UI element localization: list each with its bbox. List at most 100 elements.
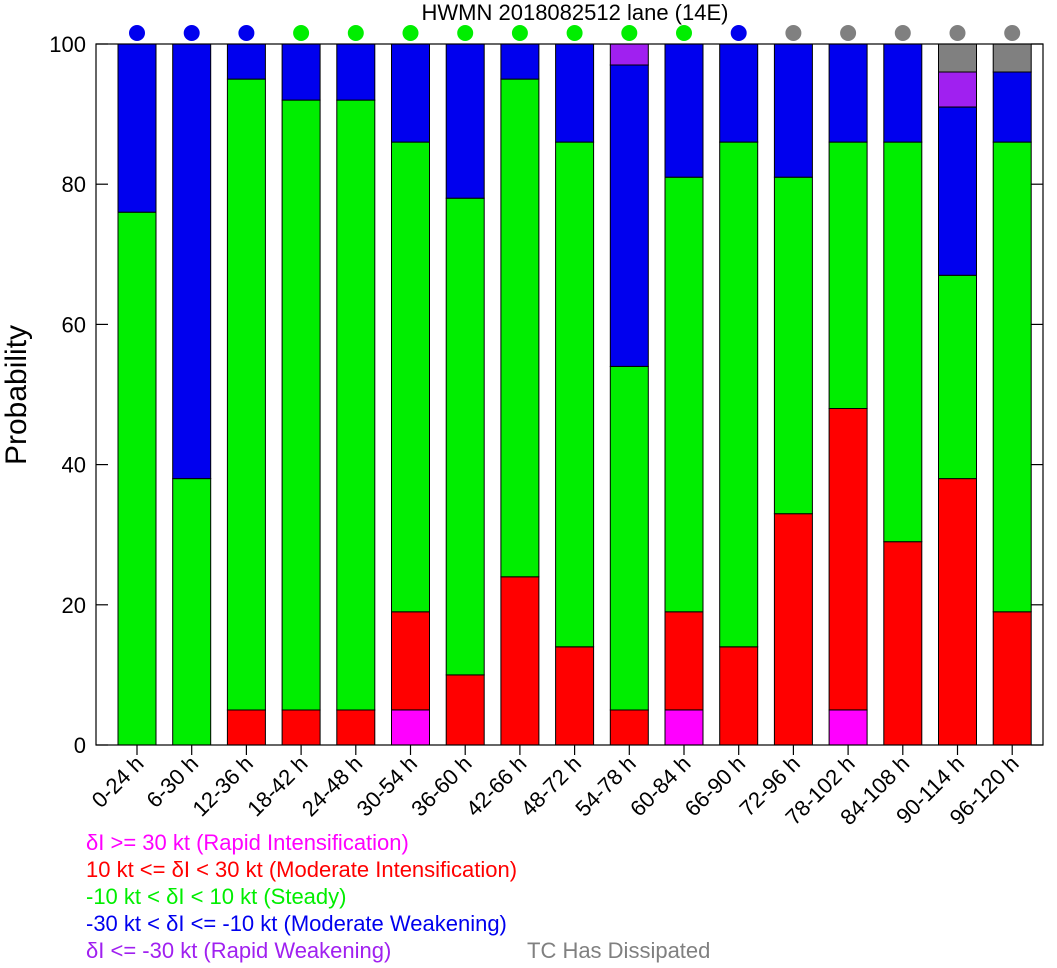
bar-segment-mw <box>281 43 321 101</box>
y-tick-label: 0 <box>74 733 86 758</box>
bar-segment-mi <box>992 611 1032 746</box>
bar-segment-steady <box>336 99 376 711</box>
bar-segment-mw <box>609 64 649 367</box>
bar-segment-mw <box>992 71 1032 143</box>
legend-rapid-intensification: δI >= 30 kt (Rapid Intensification) <box>86 830 409 855</box>
x-tick-label: 42-66 h <box>461 751 531 821</box>
category-dot <box>566 25 583 41</box>
bar-segment-mw <box>391 43 430 143</box>
y-tick-label: 40 <box>62 453 86 478</box>
bar-segment-mi <box>500 576 540 746</box>
category-dot <box>1004 25 1021 41</box>
x-tick-label: 60-84 h <box>625 751 695 821</box>
bar-segment-mi <box>609 709 649 746</box>
category-dot <box>293 25 310 41</box>
x-tick-label: 54-78 h <box>570 751 640 821</box>
category-dots-group <box>129 25 1021 41</box>
bar-segment-mi <box>555 646 595 746</box>
bar-segment-steady <box>117 211 157 746</box>
bar-segment-mw <box>226 43 266 80</box>
bar-segment-ri <box>828 709 868 746</box>
x-tick-label: 48-72 h <box>516 751 586 821</box>
bar-segment-mi <box>938 478 977 746</box>
category-dot <box>840 25 857 41</box>
category-dot <box>129 25 145 41</box>
bar-segment-mw <box>555 43 595 143</box>
bar-segment-steady <box>883 141 923 543</box>
category-dot <box>949 25 966 41</box>
plot-frame <box>95 43 1044 746</box>
bar-segment-rw <box>609 43 649 66</box>
bar-segment-mi <box>828 408 868 711</box>
bar-segment-steady <box>281 99 321 711</box>
y-tick-label: 20 <box>62 593 86 618</box>
category-dot <box>730 25 747 41</box>
bar-segment-steady <box>664 176 704 613</box>
legend-rapid-weakening: δI <= -30 kt (Rapid Weakening) <box>86 938 391 963</box>
bar-segment-mw <box>773 43 813 178</box>
category-dot <box>785 25 802 41</box>
bar-segment-mi <box>281 709 321 746</box>
bar-segment-dissipated <box>992 43 1032 73</box>
category-dot <box>676 25 692 41</box>
x-tick-label: 66-90 h <box>680 751 750 821</box>
x-tick-label: 12-36 h <box>187 751 257 821</box>
legend-moderate-weakening: -30 kt < δI <= -10 kt (Moderate Weakenin… <box>86 911 507 936</box>
x-tick-labels: 0-24 h6-30 h12-36 h18-42 h24-48 h30-54 h… <box>87 751 1024 830</box>
bar-segment-steady <box>938 274 977 480</box>
bar-segment-steady <box>500 78 540 578</box>
bar-segment-mi <box>664 611 704 711</box>
y-axis-label: Probability <box>0 325 33 465</box>
bar-segment-steady <box>445 197 485 676</box>
bar-segment-mi <box>883 541 923 746</box>
category-dot <box>347 25 364 41</box>
chart-title: HWMN 2018082512 lane (14E) <box>422 0 729 25</box>
bar-segment-mw <box>117 43 157 213</box>
bar-segment-mw <box>828 43 868 143</box>
category-dot <box>457 25 474 41</box>
bar-segment-ri <box>664 709 704 746</box>
bar-segment-ri <box>391 709 430 746</box>
bar-segment-mi <box>336 709 376 746</box>
category-dot <box>238 25 255 41</box>
x-tick-label: 24-48 h <box>297 751 367 821</box>
category-dot <box>402 25 419 41</box>
y-tick-label: 80 <box>62 172 86 197</box>
bar-segment-mw <box>500 43 540 80</box>
bar-segment-mw <box>719 43 759 143</box>
bar-segment-mw <box>172 43 212 480</box>
bar-segment-steady <box>828 141 868 409</box>
axes-group <box>95 43 1044 755</box>
bar-segment-steady <box>773 176 813 515</box>
bar-segment-mw <box>336 43 376 101</box>
y-tick-label: 100 <box>49 32 86 57</box>
x-tick-label: 18-42 h <box>242 751 312 821</box>
bar-segment-mi <box>391 611 430 711</box>
bar-segment-dissipated <box>938 43 977 73</box>
category-dot <box>511 25 528 41</box>
bar-segment-steady <box>226 78 266 711</box>
bar-segment-mw <box>664 43 704 178</box>
x-tick-label: 36-60 h <box>406 751 476 821</box>
bar-segment-mw <box>938 106 977 276</box>
bars-group <box>117 43 1032 746</box>
bar-segment-mw <box>445 43 485 199</box>
legend: δI >= 30 kt (Rapid Intensification) 10 k… <box>86 830 710 963</box>
bar-segment-steady <box>992 141 1032 613</box>
bar-segment-mi <box>719 646 759 746</box>
legend-dissipated: TC Has Dissipated <box>527 938 710 963</box>
y-tick-labels: 0 20 40 60 80 100 <box>49 32 86 758</box>
bar-segment-rw <box>938 71 977 108</box>
bar-segment-steady <box>172 478 212 746</box>
category-dot <box>621 25 638 41</box>
legend-moderate-intensification: 10 kt <= δI < 30 kt (Moderate Intensific… <box>86 857 517 882</box>
y-tick-label: 60 <box>62 312 86 337</box>
bar-segment-mw <box>883 43 923 143</box>
bar-segment-steady <box>391 141 430 613</box>
x-tick-label: 0-24 h <box>87 751 149 813</box>
category-dot <box>183 25 200 41</box>
bar-segment-mi <box>445 674 485 746</box>
bar-segment-steady <box>719 141 759 648</box>
bar-segment-mi <box>226 709 266 746</box>
